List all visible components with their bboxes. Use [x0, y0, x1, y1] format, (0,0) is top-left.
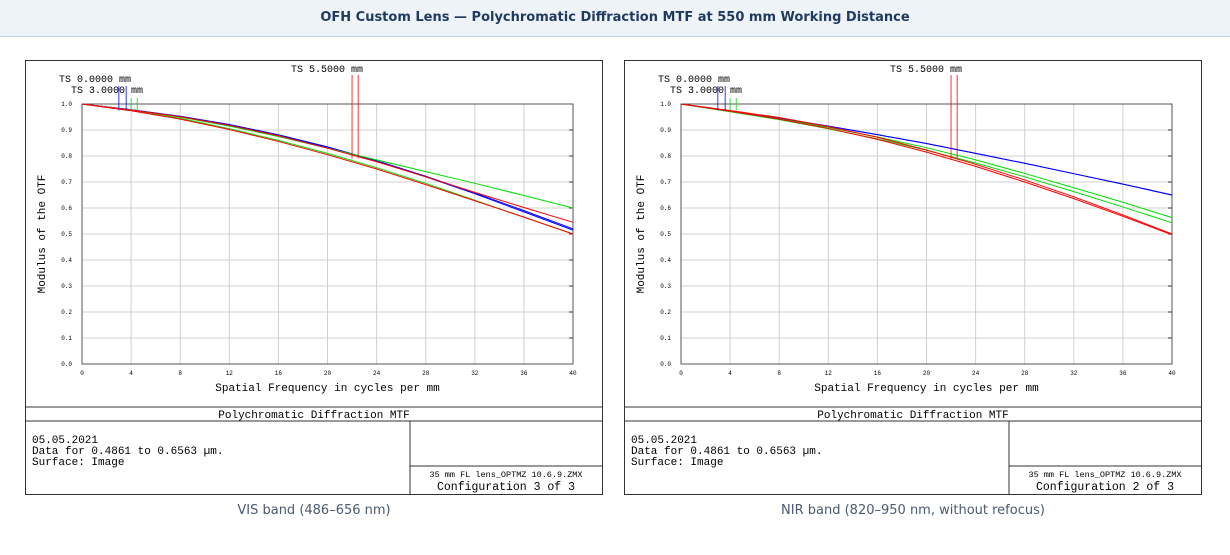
y-tick-label: 0.4 [61, 257, 72, 264]
field-label: TS 0.0000 mm [658, 75, 730, 86]
y-tick-label: 0.8 [61, 153, 72, 160]
mtf-chart: 0 4 8 12 16 20 24 28 32 36 40 0.0 0.1 0.2 0.3 0.4 0.5 0.6… [624, 60, 1202, 495]
footer-data-range: Data for 0.4861 to 0.6563 µm. [631, 446, 822, 458]
x-tick-label: 20 [324, 370, 332, 377]
panel-frame [624, 60, 1202, 495]
mtf-curve [81, 103, 574, 223]
footer-date: 05.05.2021 [32, 435, 98, 447]
x-tick-label: 28 [1021, 370, 1029, 377]
x-axis-label: Spatial Frequency in cycles per mm [215, 383, 440, 395]
y-tick-label: 0.2 [61, 309, 72, 316]
x-tick-label: 16 [275, 370, 283, 377]
field-label: TS 5.5000 mm [890, 65, 962, 76]
footer-file: 35 mm FL lens_OPTMZ 10.6.9.ZMX [1028, 470, 1181, 480]
y-tick-label: 0.1 [61, 335, 72, 342]
x-tick-label: 4 [129, 370, 133, 377]
x-tick-label: 8 [777, 370, 781, 377]
x-tick-label: 12 [825, 370, 833, 377]
footer-config: Configuration 3 of 3 [437, 481, 575, 494]
footer-config: Configuration 2 of 3 [1036, 481, 1174, 494]
x-tick-label: 20 [923, 370, 931, 377]
field-label: TS 3.0000 mm [670, 86, 742, 97]
y-tick-label: 0.0 [61, 361, 72, 368]
x-tick-label: 28 [422, 370, 430, 377]
mtf-chart: 0 4 8 12 16 20 24 28 32 36 40 0.0 0.1 0.2 0.3 0.4 0.5 0.6… [25, 60, 603, 495]
x-tick-label: 4 [728, 370, 732, 377]
field-label: TS 0.0000 mm [59, 75, 131, 86]
footer-date: 05.05.2021 [631, 435, 697, 447]
y-tick-label: 1.0 [61, 101, 72, 108]
y-tick-label: 1.0 [660, 101, 671, 108]
x-tick-label: 40 [1168, 370, 1176, 377]
y-tick-label: 0.6 [61, 205, 72, 212]
field-label: TS 3.0000 mm [71, 86, 143, 97]
x-tick-label: 16 [874, 370, 882, 377]
footer-surface: Surface: Image [32, 457, 124, 469]
y-tick-label: 0.9 [61, 127, 72, 134]
x-tick-label: 24 [972, 370, 980, 377]
y-tick-label: 0.7 [61, 179, 72, 186]
x-tick-label: 36 [520, 370, 528, 377]
y-axis-label: Modulus of the OTF [636, 175, 648, 294]
mtf-panel-nir: 0 4 8 12 16 20 24 28 32 36 40 0.0 0.1 0.2 0.3 0.4 0.5 0.6… [624, 60, 1202, 495]
field-label: TS 5.5000 mm [291, 65, 363, 76]
y-tick-label: 0.4 [660, 257, 671, 264]
y-tick-label: 0.3 [61, 283, 72, 290]
y-tick-label: 0.7 [660, 179, 671, 186]
x-tick-label: 40 [569, 370, 577, 377]
caption-nir: NIR band (820–950 nm, without refocus) [781, 503, 1045, 518]
x-tick-label: 0 [80, 370, 84, 377]
x-tick-label: 32 [471, 370, 479, 377]
footer-title: Polychromatic Diffraction MTF [218, 410, 409, 422]
y-tick-label: 0.2 [660, 309, 671, 316]
y-axis-label: Modulus of the OTF [37, 175, 49, 294]
footer-surface: Surface: Image [631, 457, 723, 469]
y-tick-label: 0.3 [660, 283, 671, 290]
footer-data-range: Data for 0.4861 to 0.6563 µm. [32, 446, 223, 458]
page-title: OFH Custom Lens — Polychromatic Diffract… [0, 0, 1230, 37]
mtf-curve [680, 103, 1173, 235]
mtf-curve [680, 103, 1173, 236]
x-tick-label: 36 [1119, 370, 1127, 377]
x-tick-label: 24 [373, 370, 381, 377]
x-tick-label: 8 [178, 370, 182, 377]
footer-file: 35 mm FL lens_OPTMZ 10.6.9.ZMX [429, 470, 582, 480]
x-tick-label: 32 [1070, 370, 1078, 377]
x-tick-label: 0 [679, 370, 683, 377]
y-tick-label: 0.5 [61, 231, 72, 238]
y-tick-label: 0.1 [660, 335, 671, 342]
footer-title: Polychromatic Diffraction MTF [817, 410, 1008, 422]
y-tick-label: 0.9 [660, 127, 671, 134]
caption-vis: VIS band (486–656 nm) [237, 503, 391, 518]
y-tick-label: 0.8 [660, 153, 671, 160]
x-tick-label: 12 [226, 370, 234, 377]
x-axis-label: Spatial Frequency in cycles per mm [814, 383, 1039, 395]
panel-frame [25, 60, 603, 495]
y-tick-label: 0.5 [660, 231, 671, 238]
y-tick-label: 0.6 [660, 205, 671, 212]
mtf-panel-vis: 0 4 8 12 16 20 24 28 32 36 40 0.0 0.1 0.2 0.3 0.4 0.5 0.6… [25, 60, 603, 495]
mtf-curve [81, 103, 574, 235]
y-tick-label: 0.0 [660, 361, 671, 368]
